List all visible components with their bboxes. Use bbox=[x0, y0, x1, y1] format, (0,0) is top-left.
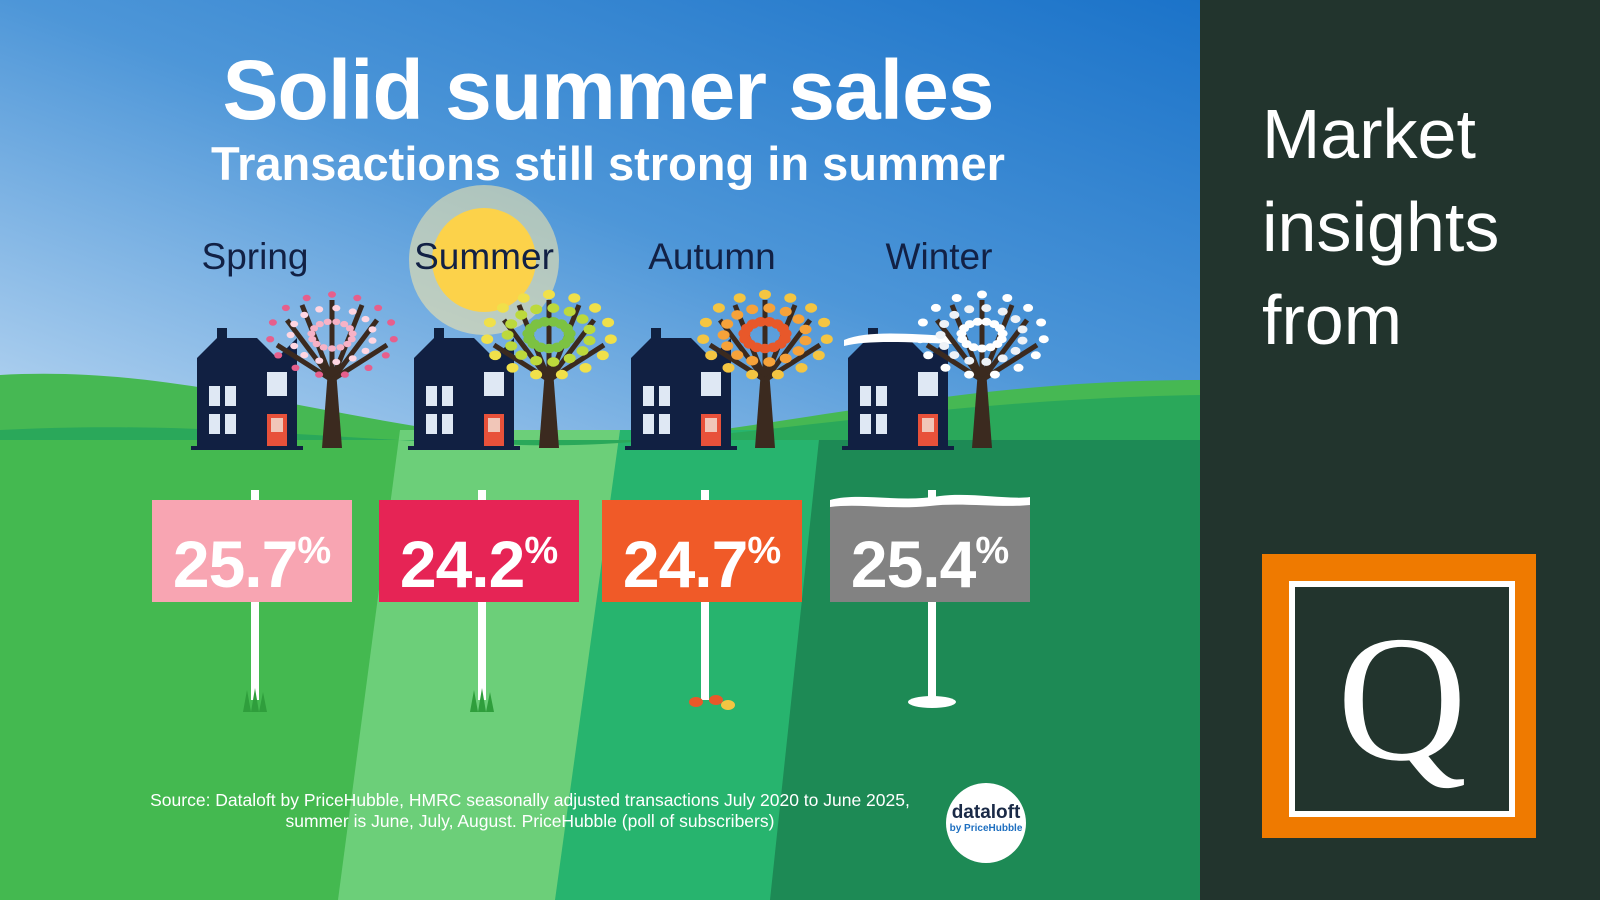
sign-winter: 25.4% bbox=[830, 500, 1030, 602]
brand-logo: Q bbox=[1262, 554, 1536, 838]
sign-unit: % bbox=[975, 530, 1010, 572]
brand-logo-letter: Q bbox=[1337, 599, 1467, 798]
sign-unit: % bbox=[747, 530, 782, 572]
sun-icon bbox=[432, 208, 536, 312]
sign-value: 25.4 bbox=[850, 527, 976, 601]
dataloft-logo: dataloft by PriceHubble bbox=[946, 783, 1026, 863]
tree-icon bbox=[697, 289, 833, 448]
tree-icon bbox=[915, 290, 1049, 448]
season-label-winter: Winter bbox=[885, 236, 993, 277]
logo-text: dataloft bbox=[951, 802, 1021, 823]
season-label-spring: Spring bbox=[201, 236, 309, 277]
house-icon bbox=[625, 328, 737, 450]
house-icon bbox=[191, 328, 303, 450]
season-label-autumn: Autumn bbox=[648, 236, 776, 277]
sign-unit: % bbox=[297, 530, 332, 572]
page-title: Solid summer sales bbox=[222, 43, 994, 137]
source-note: Source: Dataloft by PriceHubble, HMRC se… bbox=[150, 790, 910, 831]
tree-icon bbox=[481, 289, 617, 448]
leaf-icon bbox=[689, 697, 703, 707]
page-subtitle: Transactions still strong in summer bbox=[211, 137, 1005, 190]
brand-logo-frame: Q bbox=[1289, 581, 1515, 817]
season-label-summer: Summer bbox=[414, 236, 554, 277]
house-icon bbox=[408, 328, 520, 450]
side-panel: Market insights from Q bbox=[1200, 0, 1600, 900]
sign-spring: 25.7% bbox=[152, 500, 352, 602]
side-heading: Market insights from bbox=[1262, 95, 1500, 359]
leaf-icon bbox=[721, 700, 735, 710]
grass-tuft-icon bbox=[243, 688, 267, 712]
sign-autumn: 24.7% bbox=[602, 500, 802, 602]
sign-value: 24.7 bbox=[622, 527, 748, 601]
logo-subtext: by PriceHubble bbox=[949, 823, 1023, 834]
grass-tuft-icon bbox=[470, 688, 494, 712]
house-icon bbox=[842, 328, 954, 450]
sign-unit: % bbox=[524, 530, 559, 572]
tree-icon bbox=[266, 291, 398, 448]
sign-summer: 24.2% bbox=[379, 500, 579, 602]
sign-value: 25.7 bbox=[172, 527, 298, 601]
sign-value: 24.2 bbox=[399, 527, 525, 601]
snow-pile-icon bbox=[908, 696, 956, 708]
leaf-icon bbox=[709, 695, 723, 705]
infographic: Solid summer sales Transactions still st… bbox=[0, 0, 1200, 900]
